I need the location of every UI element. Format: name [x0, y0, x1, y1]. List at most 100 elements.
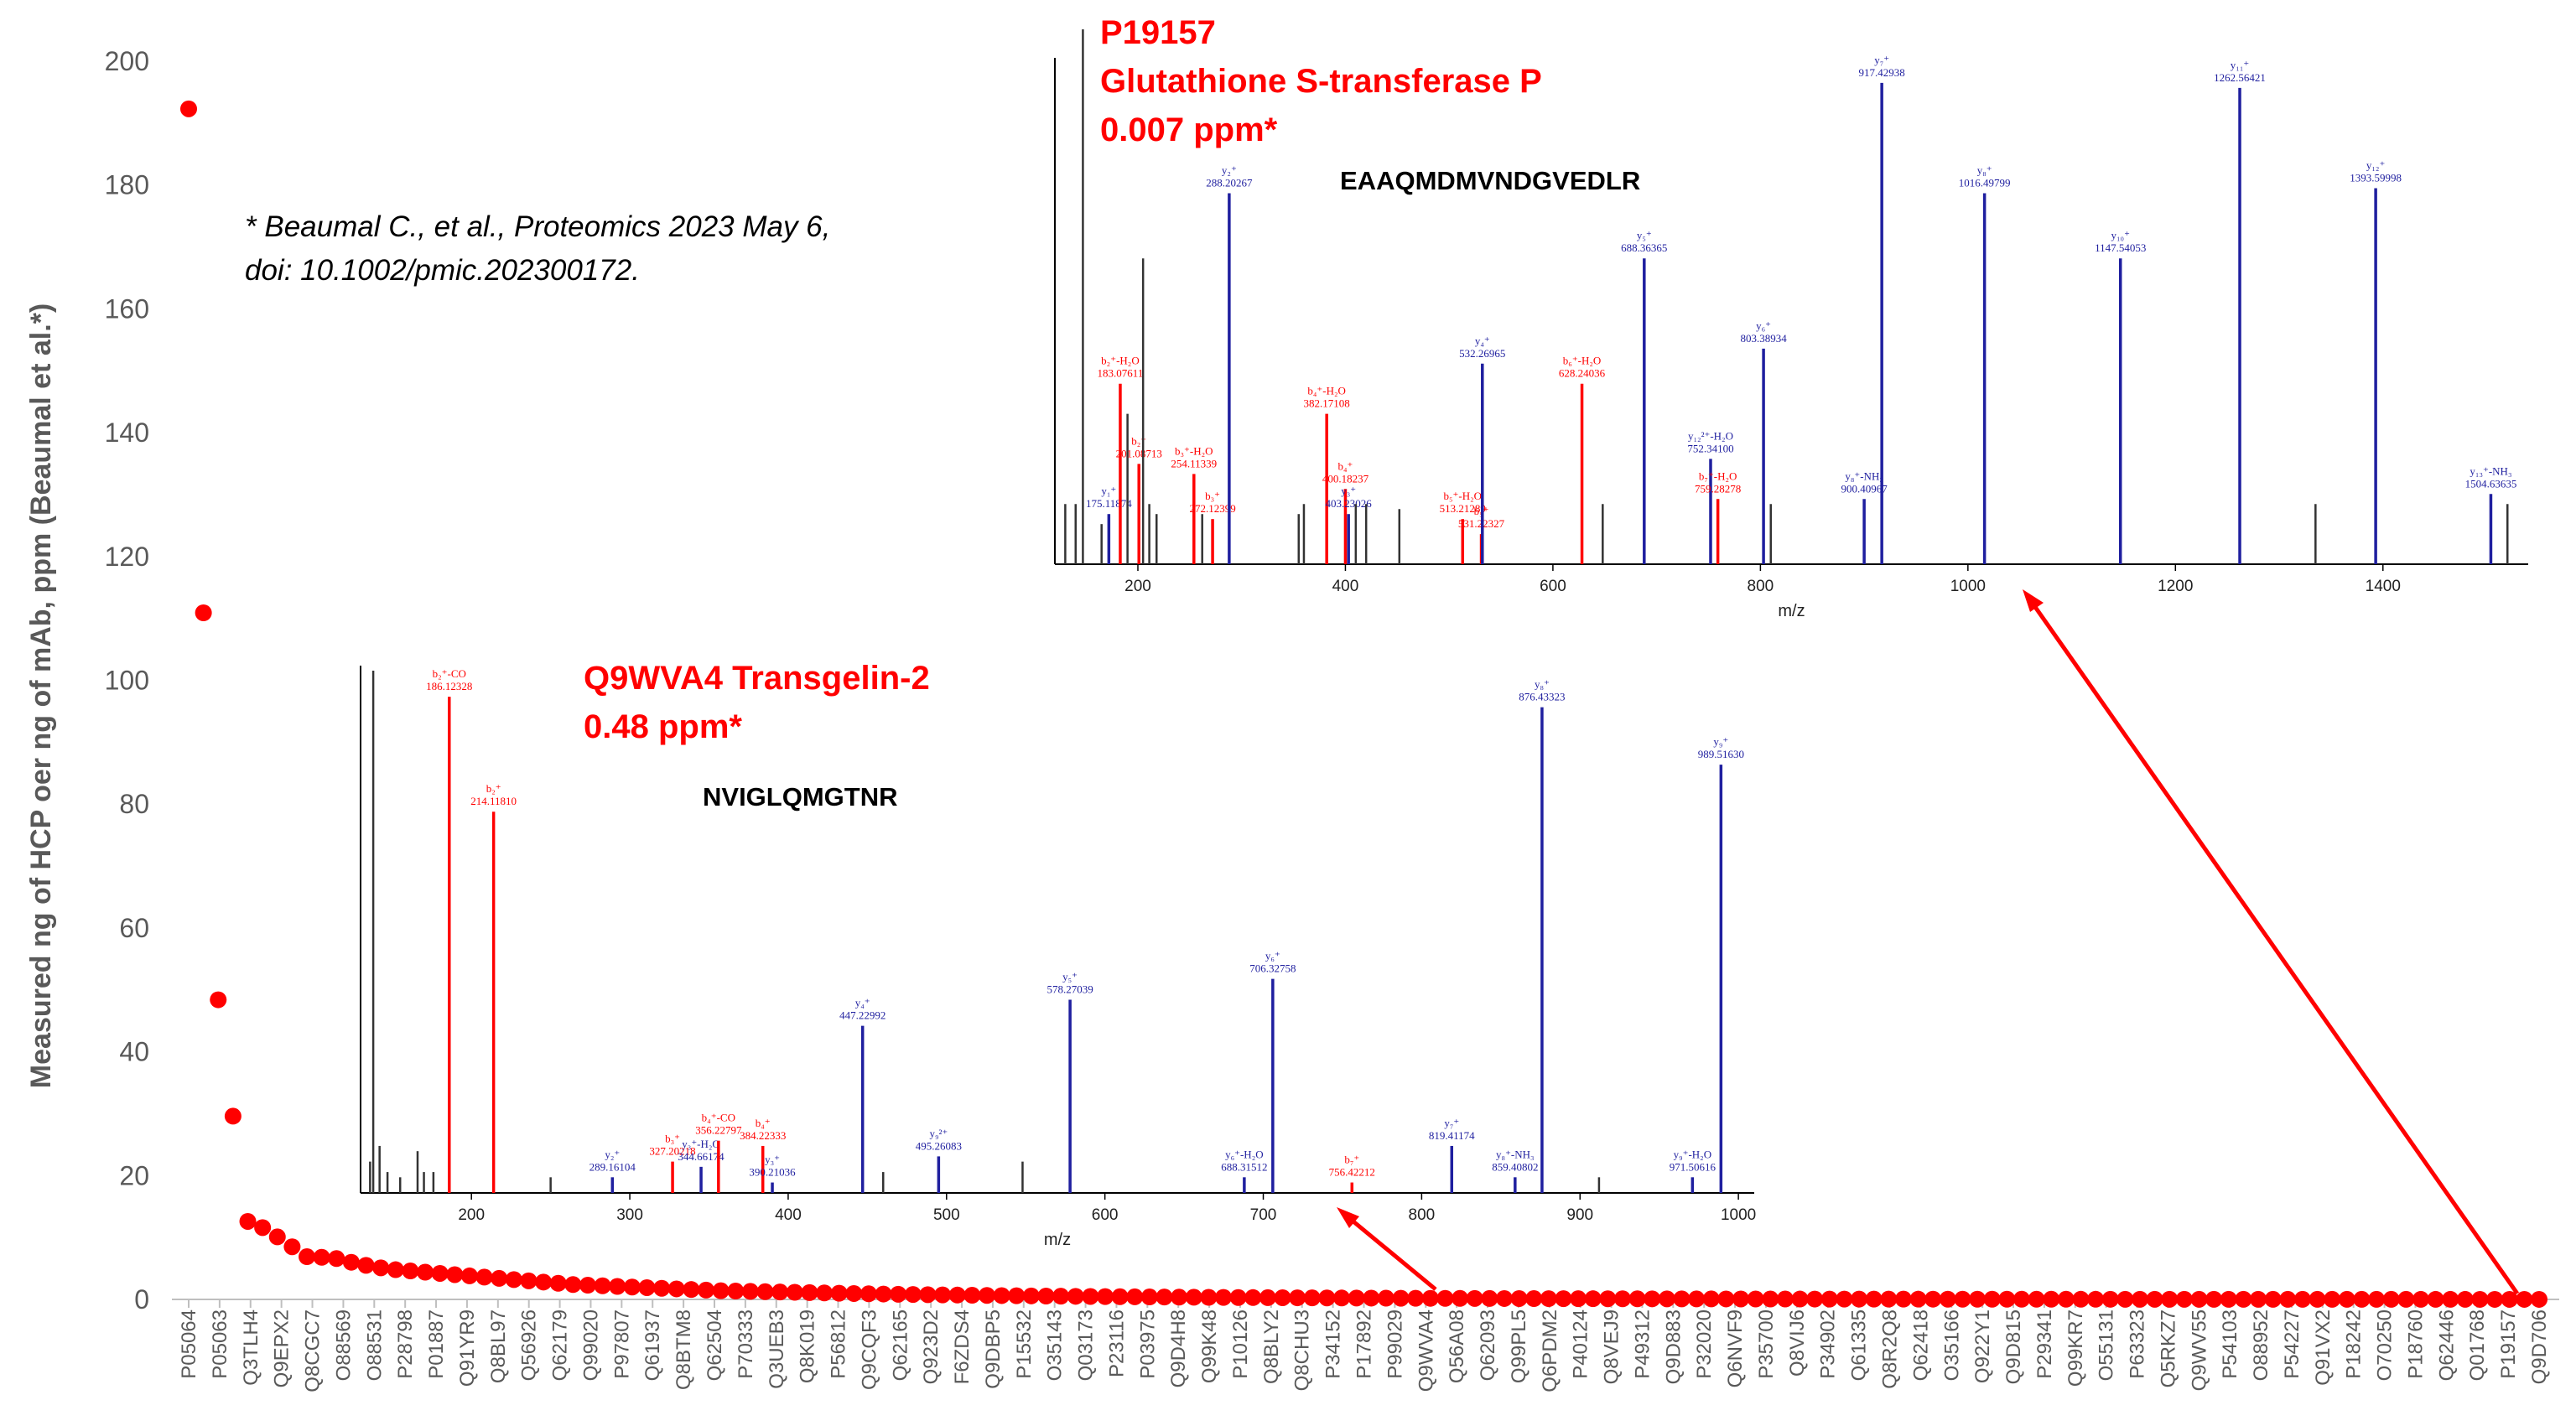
x-tick-label: Q99KR7: [2064, 1309, 2087, 1387]
data-point: [475, 1268, 493, 1286]
gst-peptide: EAAQMDMVNDGVEDLR: [1340, 166, 1640, 195]
data-point: [1732, 1290, 1750, 1308]
peak-ion-name: y₄⁺: [855, 997, 870, 1009]
data-point: [1644, 1290, 1661, 1308]
data-point: [801, 1283, 818, 1301]
peak-ion-name: y₈⁺-NH₃: [1496, 1148, 1535, 1160]
x-tick-label: Q922Y1: [1971, 1309, 1994, 1383]
data-point: [2471, 1290, 2489, 1308]
peak-mz-label: 327.20218: [649, 1145, 695, 1158]
data-point: [638, 1278, 656, 1296]
data-point: [491, 1269, 508, 1287]
data-point: [1998, 1290, 2016, 1308]
y-tick-label: 0: [134, 1284, 149, 1315]
spectrum-x-axis-label: m/z: [1044, 1231, 1071, 1249]
peak-mz-label: 382.17108: [1304, 397, 1350, 410]
data-point: [1200, 1289, 1218, 1306]
peak-mz-label: 513.21289: [1440, 502, 1486, 515]
data-point: [2028, 1290, 2045, 1308]
data-point: [1392, 1289, 1410, 1307]
peak-mz-label: 628.24036: [1559, 367, 1606, 380]
peak-ion-name: b₇⁺: [1344, 1154, 1359, 1166]
spectrum-x-tick-label: 1000: [1950, 578, 1986, 595]
transgelin-peptide: NVIGLQMGTNR: [703, 782, 898, 812]
data-point: [1791, 1290, 1809, 1308]
peak-mz-label: 403.23026: [1326, 497, 1373, 510]
x-tick-label: Q62179: [549, 1309, 572, 1381]
data-point: [2293, 1290, 2311, 1308]
data-point: [1452, 1289, 1469, 1307]
data-point: [1421, 1289, 1439, 1307]
peak-mz-label: 390.21036: [749, 1166, 796, 1179]
data-point: [2338, 1290, 2355, 1308]
data-point: [875, 1285, 892, 1303]
peak-mz-label: 356.22797: [695, 1124, 742, 1137]
x-tick-label: P70333: [735, 1309, 757, 1379]
data-point: [1836, 1290, 1853, 1308]
spectrum-x-tick-label: 700: [1250, 1206, 1277, 1224]
x-tick-label: Q3TLH4: [240, 1309, 262, 1386]
arrow-to-gst: [2027, 597, 2520, 1295]
data-point: [195, 604, 212, 622]
data-point: [2250, 1290, 2267, 1308]
x-tick-label: Q01768: [2466, 1309, 2489, 1381]
data-point: [254, 1219, 272, 1237]
data-point: [2116, 1290, 2134, 1308]
data-point: [1229, 1289, 1247, 1306]
peak-ion-name: b₄⁺-CO: [702, 1112, 735, 1124]
x-tick-label: P23116: [1105, 1309, 1128, 1377]
x-tick-label: Q8R2Q8: [1878, 1309, 1901, 1389]
peak-ion-name: b₂⁺-H₂O: [1101, 355, 1140, 367]
x-tick-label: Q9D815: [2002, 1309, 2025, 1384]
peak-mz-label: 688.36365: [1621, 241, 1667, 254]
x-tick-label: O88952: [2250, 1309, 2272, 1381]
data-point: [1022, 1287, 1040, 1304]
peak-ion-name: y₂⁺: [605, 1148, 620, 1160]
x-tick-label: P32020: [1693, 1309, 1716, 1379]
x-tick-label: P97807: [610, 1309, 633, 1379]
data-point: [1156, 1289, 1173, 1306]
data-point: [2190, 1290, 2208, 1308]
peak-mz-label: 400.18237: [1322, 472, 1369, 485]
data-point: [771, 1283, 789, 1301]
data-point: [1599, 1290, 1617, 1308]
peak-ion-name: y₈⁺-NH₃: [1845, 469, 1883, 482]
x-tick-label: Q99020: [579, 1309, 602, 1381]
data-point: [934, 1286, 952, 1304]
spectrum-x-tick-label: 400: [775, 1206, 802, 1224]
x-tick-label: Q9D883: [1662, 1309, 1685, 1384]
peak-mz-label: 859.40802: [1492, 1160, 1538, 1173]
data-point: [816, 1284, 834, 1302]
data-point: [2382, 1290, 2400, 1308]
main-data-points: [180, 100, 2547, 1308]
data-point: [2456, 1290, 2474, 1308]
x-tick-label: Q8CGC7: [302, 1309, 325, 1392]
peak-ion-name: b₂⁺: [1131, 434, 1146, 447]
peak-ion-name: y₆⁺: [1756, 319, 1771, 332]
spectrum-x-tick-label: 900: [1566, 1206, 1593, 1224]
data-point: [579, 1277, 596, 1294]
x-tick-label: Q56926: [518, 1309, 541, 1381]
y-tick-label: 120: [105, 542, 149, 572]
peak-ion-name: y₉⁺-H₂O: [1674, 1148, 1712, 1160]
peak-ion-name: y₃⁺: [765, 1154, 780, 1166]
data-point: [2146, 1290, 2163, 1308]
peak-ion-name: b₃⁺: [665, 1133, 680, 1145]
x-tick-label: Q62446: [2435, 1309, 2458, 1381]
data-point: [1762, 1290, 1779, 1308]
spectrum-x-tick-label: 400: [1332, 578, 1359, 595]
x-tick-label: Q91VX2: [2312, 1309, 2334, 1386]
data-point: [2309, 1290, 2326, 1308]
data-point: [860, 1285, 877, 1303]
data-point: [1377, 1289, 1394, 1307]
peak-ion-name: y₉⁺: [1713, 735, 1728, 748]
data-point: [1673, 1290, 1690, 1308]
data-point: [1702, 1290, 1720, 1308]
gst-accession: P19157: [1100, 14, 1216, 51]
data-point: [2220, 1290, 2237, 1308]
peak-ion-name: y₁⁺: [1101, 485, 1116, 497]
data-point: [535, 1273, 553, 1291]
data-point: [357, 1257, 375, 1274]
data-point: [653, 1279, 671, 1297]
peak-ion-name: y₆⁺: [1265, 950, 1280, 962]
